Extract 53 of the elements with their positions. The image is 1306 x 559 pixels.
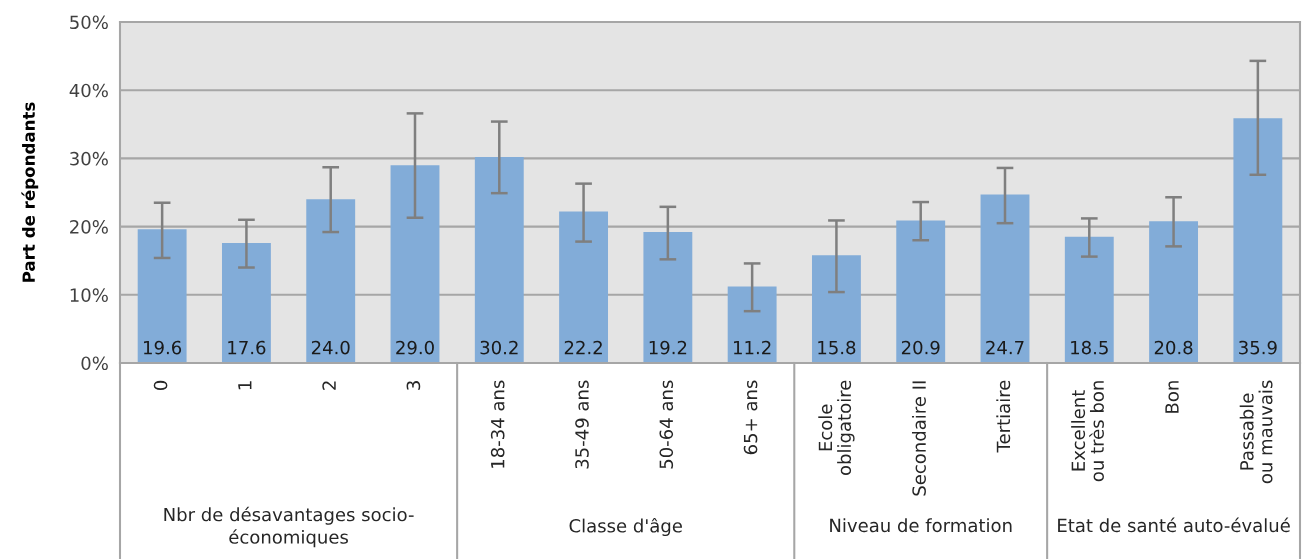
bar — [727, 286, 777, 363]
bar — [980, 194, 1030, 363]
y-tick-label: 30% — [70, 151, 108, 166]
bar — [221, 242, 271, 363]
bar — [896, 220, 946, 363]
x-tick-label: 2 — [322, 381, 336, 390]
x-tick-label: 0 — [153, 380, 168, 390]
data-label: 20.9 — [901, 340, 940, 355]
bar — [1149, 221, 1199, 363]
y-tick-label: 20% — [70, 220, 108, 234]
data-label: 24.0 — [311, 340, 350, 355]
x-tick-label: Ecole obligatoire — [818, 380, 855, 476]
bar — [1233, 118, 1283, 363]
text: Niveau de formation — [830, 518, 1012, 533]
x-tick-label: Secondaire II — [911, 381, 926, 496]
x-tick-label: Bon — [1165, 381, 1179, 413]
bar — [137, 229, 187, 363]
y-tick-label: 50% — [70, 15, 108, 30]
x-tick-label: 50-64 ans — [659, 380, 674, 469]
y-axis-title: Part de répondants — [21, 102, 39, 282]
bar — [643, 232, 693, 363]
bar — [559, 211, 609, 363]
bar — [390, 165, 440, 363]
data-label: 30.2 — [480, 340, 518, 355]
text: Classe d'âge — [569, 517, 682, 537]
x-tick-label: 1 — [238, 381, 252, 390]
x-tick-label: 18-34 ans — [490, 380, 505, 468]
x-tick-label: 65+ ans — [743, 380, 758, 455]
y-tick-label: 40% — [69, 83, 108, 98]
bar — [306, 199, 356, 363]
data-label: 19.2 — [649, 340, 687, 355]
x-tick-label: Tertiaire — [996, 380, 1011, 453]
x-tick-label: 35-49 ans — [575, 380, 589, 469]
data-label: 19.6 — [144, 340, 182, 355]
bar — [811, 255, 861, 363]
y-tick-label: 10% — [70, 288, 108, 302]
text: Etat de santé auto-évalué — [1058, 517, 1290, 533]
x-tick-label: 3 — [406, 381, 421, 390]
y-tick-label: 0% — [81, 356, 108, 371]
x-tick-label: Excellent ou très bon — [1071, 381, 1104, 482]
data-label: 15.8 — [818, 340, 856, 355]
data-label: 22.2 — [564, 340, 602, 355]
text: Nbr de désavantages socio- économiques — [164, 506, 414, 548]
data-label: 11.2 — [734, 340, 771, 355]
data-label: 20.8 — [1154, 340, 1193, 355]
data-label: 17.6 — [228, 340, 266, 355]
bar — [474, 157, 524, 363]
data-label: 18.5 — [1071, 340, 1108, 355]
bar — [1064, 236, 1114, 363]
data-label: 29.0 — [396, 340, 434, 355]
data-label: 24.7 — [986, 340, 1024, 355]
data-label: 35.9 — [1239, 340, 1277, 355]
x-tick-label: Passable ou mauvais — [1239, 380, 1273, 484]
